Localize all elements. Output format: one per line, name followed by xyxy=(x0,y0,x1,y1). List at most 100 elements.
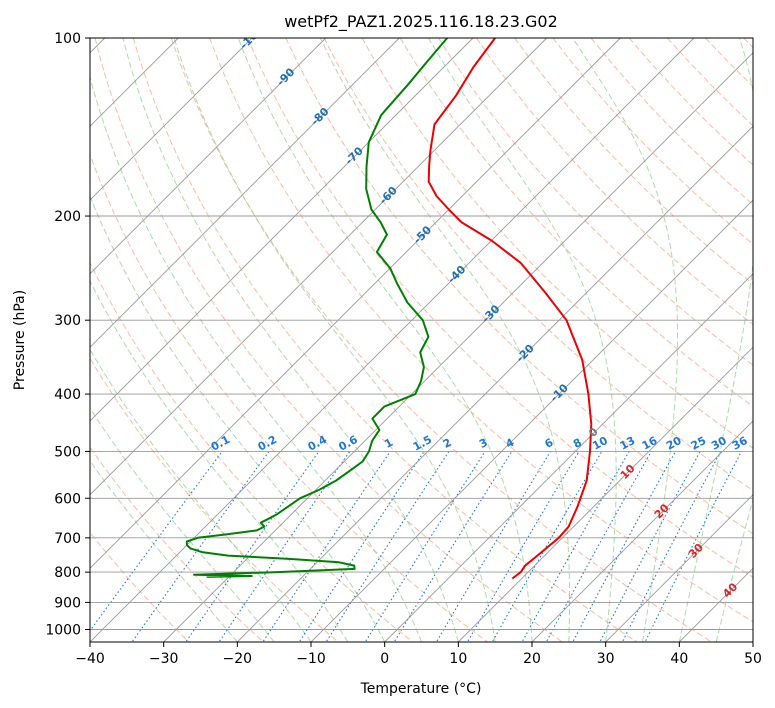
mixing-ratio-line xyxy=(325,451,450,642)
isotherm-label: -60 xyxy=(377,184,400,207)
isotherm-line xyxy=(90,38,474,422)
x-axis-label: Temperature (°C) xyxy=(360,681,482,697)
x-tick-label: 50 xyxy=(744,651,762,667)
isotherm-line xyxy=(90,38,695,642)
y-tick-label: 300 xyxy=(54,313,81,329)
x-tick-label: −30 xyxy=(149,651,179,667)
isotherm-label: -40 xyxy=(445,263,468,286)
isotherm-label: 30 xyxy=(686,541,706,561)
mixing-ratio-line xyxy=(131,451,270,642)
axis-ticks: −40 −30 −20 −10 0 10 20 30 40 50 100 200 300 400 500 60… xyxy=(45,31,762,667)
isotherm-line xyxy=(90,38,400,348)
isotherm-line xyxy=(90,38,327,275)
isotherm-label: 10 xyxy=(618,462,638,482)
mixing-ratio-line xyxy=(185,451,320,642)
dewpoint-line xyxy=(185,38,448,578)
dry-adiabat-line xyxy=(90,357,339,642)
mixing-ratio-line xyxy=(545,451,652,642)
series-lines xyxy=(185,38,593,580)
mixing-ratio-label: 25 xyxy=(689,434,709,453)
isotherm-label: -30 xyxy=(479,302,502,325)
dry-adiabat-line xyxy=(170,38,713,642)
y-tick-label: 700 xyxy=(54,531,81,547)
isotherm-line xyxy=(236,125,753,642)
isotherm-line xyxy=(310,199,753,642)
isotherm-line xyxy=(531,420,753,642)
x-tick-label: 30 xyxy=(597,651,615,667)
mixing-ratio-line xyxy=(262,451,391,642)
dry-adiabat-line xyxy=(514,38,753,285)
isotherm-line xyxy=(384,273,753,642)
moist-adiabat-line xyxy=(173,38,496,642)
dry-adiabat-line xyxy=(476,38,753,326)
grid-lines xyxy=(90,38,753,642)
mixing-ratio-label: 0.1 xyxy=(209,433,232,454)
y-tick-label: 600 xyxy=(54,491,81,507)
mixing-ratio-label: 0.2 xyxy=(256,433,279,454)
mixing-ratio-line xyxy=(599,451,701,642)
mixing-ratio-line xyxy=(393,451,513,642)
moist-adiabat-line xyxy=(572,38,678,642)
mixing-ratio-label: 30 xyxy=(709,434,729,453)
dry-adiabat-line xyxy=(247,38,753,578)
chart-title: wetPf2_PAZ1.2025.116.18.23.G02 xyxy=(284,12,558,32)
dry-adiabat-line xyxy=(437,38,753,366)
mixing-ratio-label: 36 xyxy=(730,434,750,453)
mixing-ratio-line xyxy=(298,451,425,642)
isopleth-labels: 0.1 0.2 0.4 0.6 1 1.5 2 3 4 6 8 10 13 16 20 25 30 36-100-… xyxy=(209,38,750,600)
isotherm-label: -90 xyxy=(274,65,297,88)
x-tick-label: −10 xyxy=(296,651,326,667)
mixing-ratio-line xyxy=(466,451,580,642)
x-tick-label: −20 xyxy=(223,651,253,667)
isotherm-line xyxy=(605,494,753,642)
moist-adiabat-line xyxy=(122,38,459,642)
isotherm-label: -70 xyxy=(343,144,366,167)
mixing-ratio-label: 10 xyxy=(590,434,610,453)
y-tick-label: 900 xyxy=(54,595,81,611)
moist-adiabat-line xyxy=(90,279,349,642)
isotherm-label: -50 xyxy=(411,223,434,246)
mixing-ratio-line xyxy=(218,451,351,642)
moist-adiabat-line xyxy=(90,194,386,642)
isotherm-line xyxy=(457,346,753,642)
isotherm-label: 40 xyxy=(720,580,740,600)
mixing-ratio-label: 0.6 xyxy=(336,433,360,454)
dry-adiabat-line xyxy=(285,38,753,535)
y-tick-label: 400 xyxy=(54,387,81,403)
mixing-ratio-line xyxy=(435,451,552,642)
moist-adiabat-line xyxy=(319,38,570,642)
mixing-ratio-label: 0.4 xyxy=(306,433,330,454)
x-tick-label: 0 xyxy=(380,651,389,667)
isotherm-line xyxy=(752,641,753,642)
isotherm-line xyxy=(90,38,253,201)
dry-adiabat-line xyxy=(590,38,753,206)
moist-adiabat-line xyxy=(678,38,753,642)
y-tick-label: 500 xyxy=(54,444,81,460)
x-tick-label: 10 xyxy=(449,651,467,667)
mixing-ratio-label: 13 xyxy=(618,434,638,453)
dry-adiabat-line xyxy=(361,38,753,449)
mixing-ratio-line xyxy=(621,451,722,642)
y-axis-label: Pressure (hPa) xyxy=(12,290,28,390)
temperature-line xyxy=(427,38,593,580)
mixing-ratio-label: 8 xyxy=(571,436,584,451)
isotherm-line xyxy=(90,38,548,496)
moist-adiabat-line xyxy=(90,75,422,642)
x-tick-label: 20 xyxy=(523,651,541,667)
mixing-ratio-line xyxy=(90,451,223,632)
moist-adiabat-line xyxy=(90,348,312,642)
mixing-ratio-label: 20 xyxy=(664,434,684,453)
x-tick-label: 40 xyxy=(670,651,688,667)
mixing-ratio-label: 1.5 xyxy=(411,433,434,454)
isotherm-label: -20 xyxy=(514,342,537,365)
mixing-ratio-line xyxy=(364,451,486,642)
mixing-ratio-label: 16 xyxy=(640,434,660,453)
moist-adiabat-line xyxy=(237,38,533,642)
dry-adiabat-line xyxy=(323,38,753,492)
isotherm-line xyxy=(163,52,753,642)
mixing-ratio-label: 2 xyxy=(441,436,454,451)
y-tick-label: 200 xyxy=(54,209,81,225)
isotherm-line xyxy=(90,38,621,569)
dry-adiabat-line xyxy=(743,38,753,49)
